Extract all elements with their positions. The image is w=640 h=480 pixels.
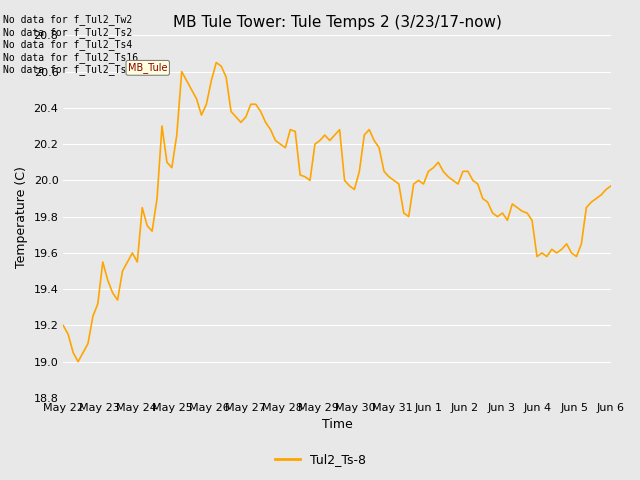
Text: MB_Tule: MB_Tule	[128, 62, 168, 73]
Title: MB Tule Tower: Tule Temps 2 (3/23/17-now): MB Tule Tower: Tule Temps 2 (3/23/17-now…	[173, 15, 502, 30]
Y-axis label: Temperature (C): Temperature (C)	[15, 166, 28, 267]
Text: No data for f_Tul2_Tw2
No data for f_Tul2_Ts2
No data for f_Tul2_Ts4
No data for: No data for f_Tul2_Tw2 No data for f_Tul…	[3, 14, 138, 75]
X-axis label: Time: Time	[322, 419, 353, 432]
Legend: Tul2_Ts-8: Tul2_Ts-8	[269, 448, 371, 471]
